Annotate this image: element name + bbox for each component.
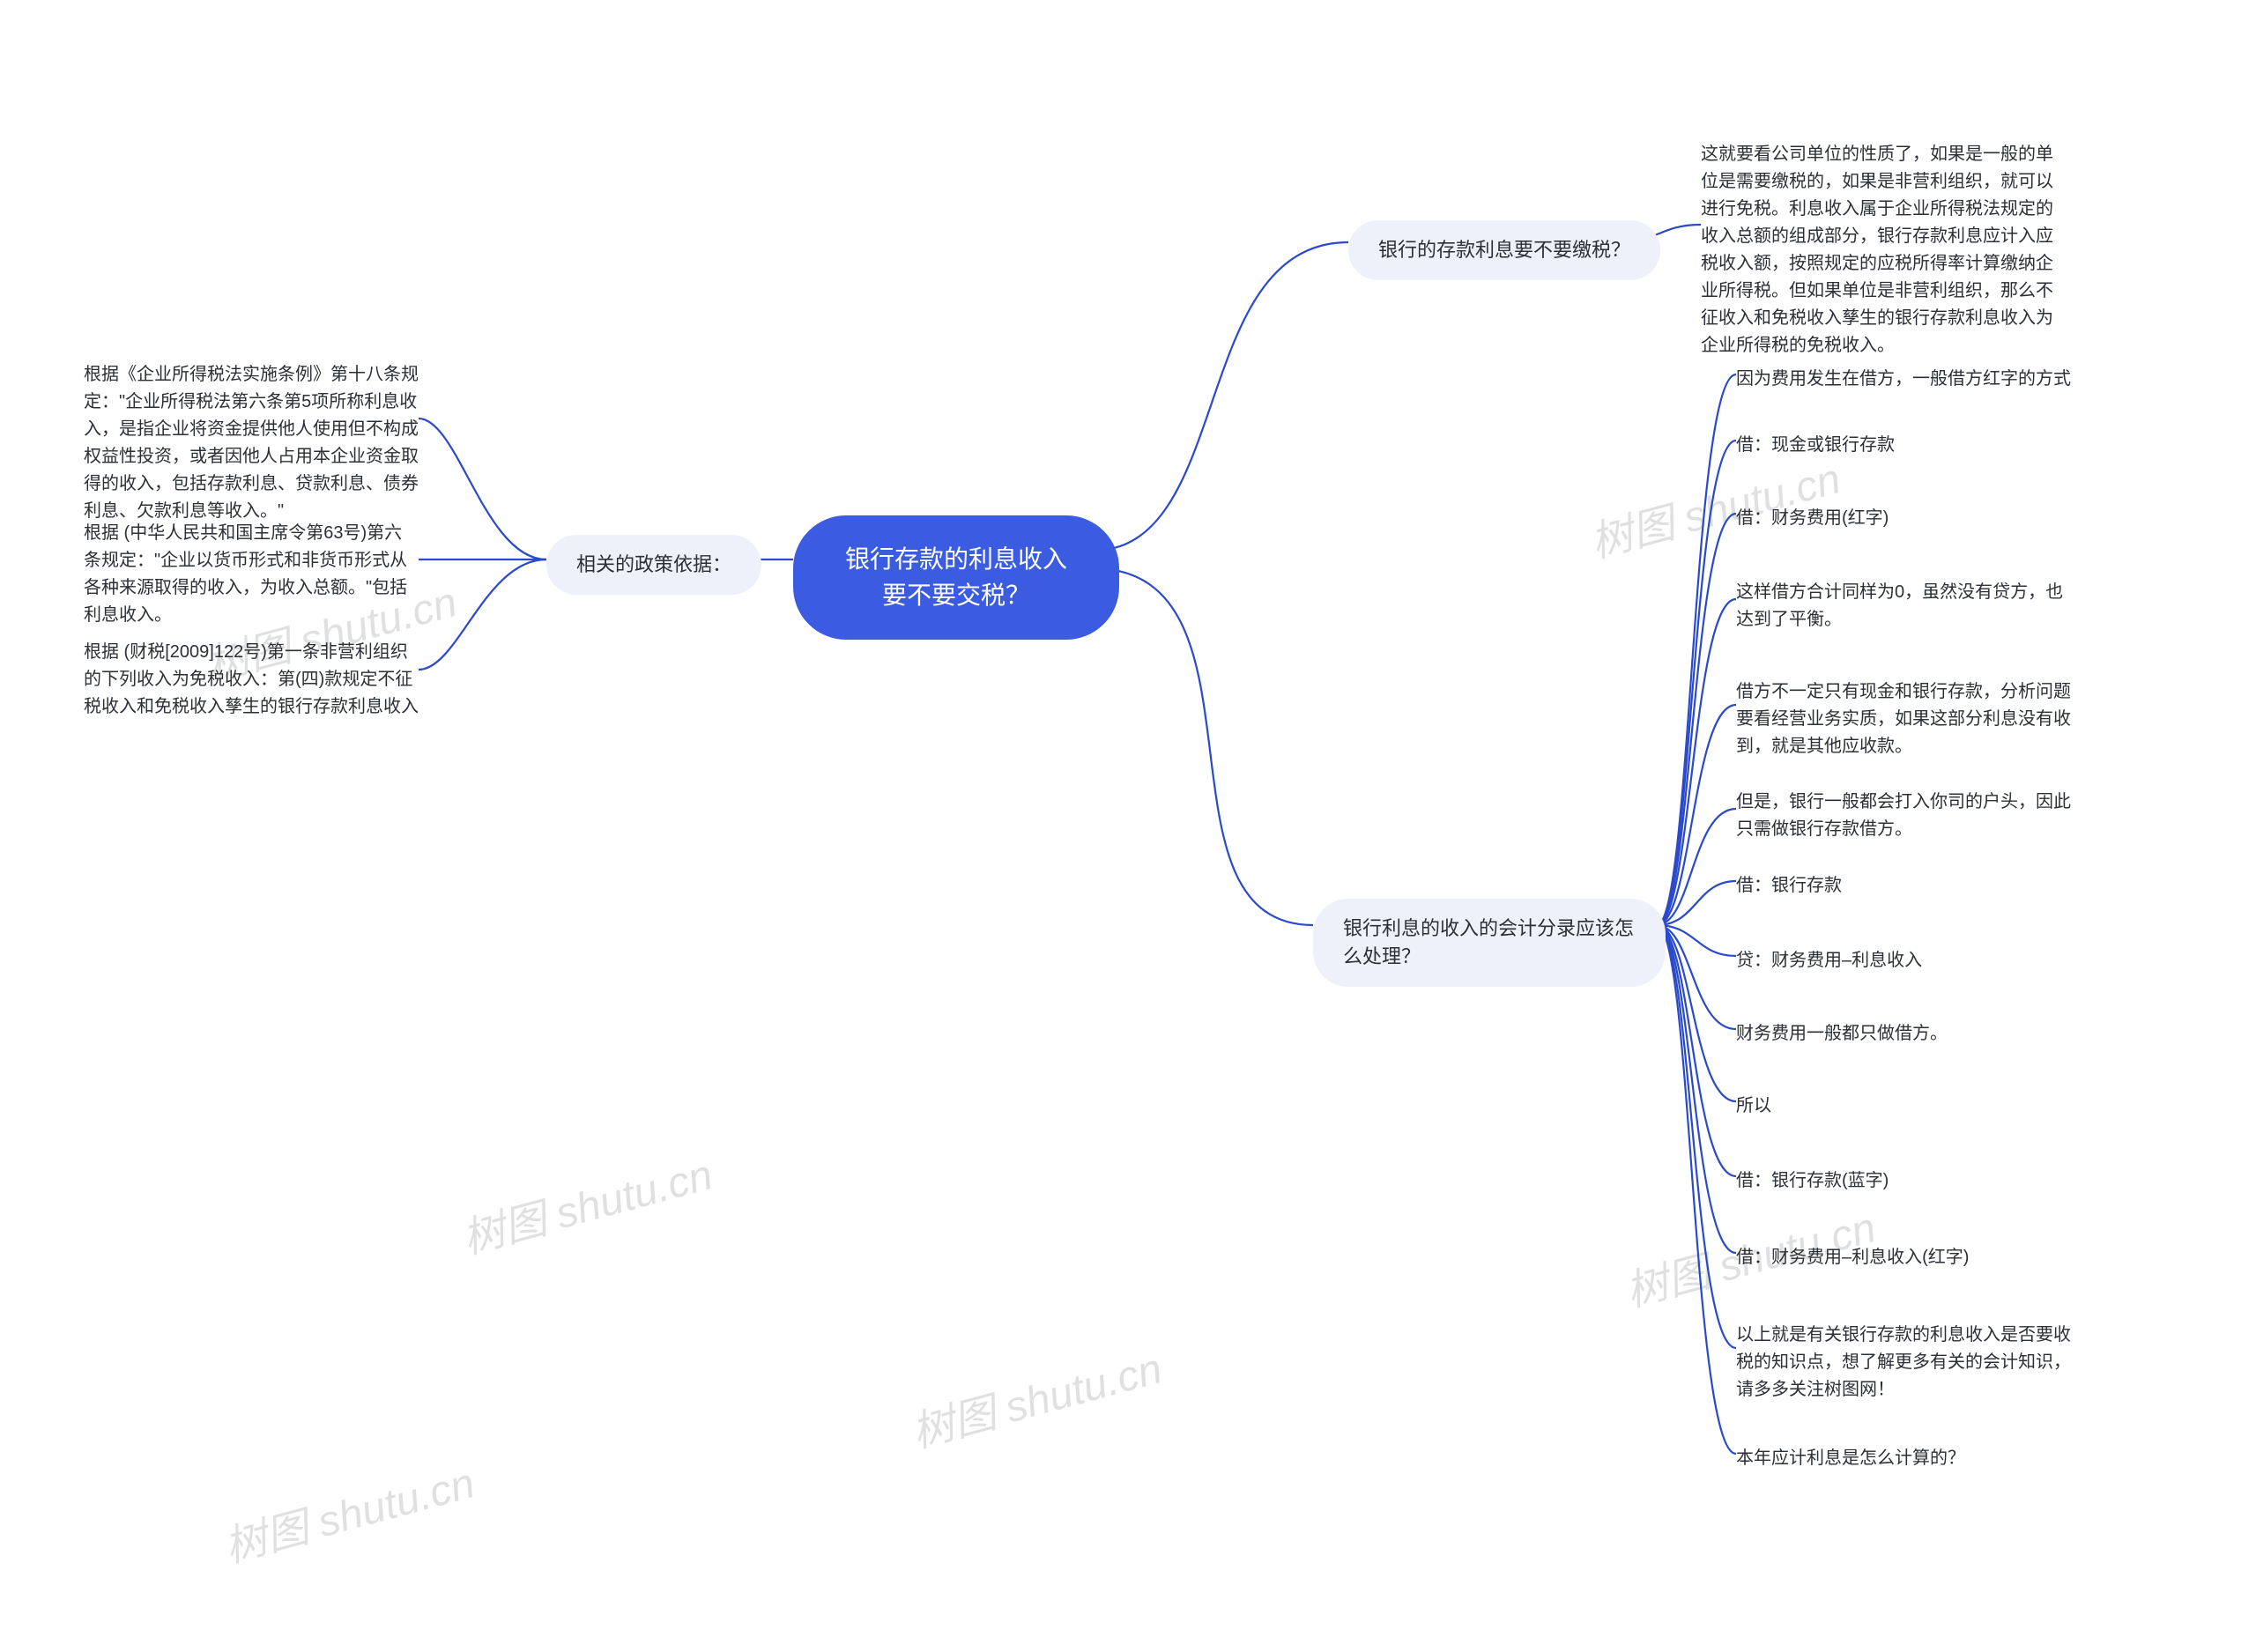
leaf-text: 根据 (中华人民共和国主席令第63号)第六条规定："企业以货币形式和非货币形式从… xyxy=(84,523,407,625)
left-branch[interactable]: 相关的政策依据： xyxy=(546,535,761,595)
leaf-text: 本年应计利息是怎么计算的？ xyxy=(1736,1448,1965,1468)
leaf-text: 但是，银行一般都会打入你司的户头，因此只需做银行存款借方。 xyxy=(1736,792,2071,839)
leaf-text: 这样借方合计同样为0，虽然没有贷方，也达到了平衡。 xyxy=(1736,582,2063,629)
branch-label: 银行利息的收入的会计分录应该怎么处理？ xyxy=(1343,917,1634,967)
leaf-node[interactable]: 但是，银行一般都会打入你司的户头，因此只需做银行存款借方。 xyxy=(1736,789,2071,843)
leaf-text: 根据《企业所得税法实施条例》第十八条规定："企业所得税法第六条第5项所称利息收入… xyxy=(84,365,419,521)
leaf-node[interactable]: 根据 (中华人民共和国主席令第63号)第六条规定："企业以货币形式和非货币形式从… xyxy=(84,520,419,629)
leaf-text: 贷：财务费用–利息收入 xyxy=(1736,951,1922,970)
leaf-node[interactable]: 本年应计利息是怎么计算的？ xyxy=(1736,1445,1965,1472)
right-branch-1[interactable]: 银行的存款利息要不要缴税？ xyxy=(1348,220,1660,280)
leaf-node[interactable]: 这样借方合计同样为0，虽然没有贷方，也达到了平衡。 xyxy=(1736,579,2071,633)
leaf-node[interactable]: 根据《企业所得税法实施条例》第十八条规定："企业所得税法第六条第5项所称利息收入… xyxy=(84,361,419,525)
leaf-node[interactable]: 财务费用一般都只做借方。 xyxy=(1736,1020,1948,1048)
watermark: 树图 shutu.cn xyxy=(904,1334,1168,1460)
leaf-text: 借方不一定只有现金和银行存款，分析问题要看经营业务实质，如果这部分利息没有收到，… xyxy=(1736,682,2071,756)
branch-label: 相关的政策依据： xyxy=(576,553,731,575)
leaf-node[interactable]: 贷：财务费用–利息收入 xyxy=(1736,947,1922,974)
leaf-node[interactable]: 借：财务费用–利息收入(红字) xyxy=(1736,1244,1969,1271)
leaf-text: 借：现金或银行存款 xyxy=(1736,435,1895,455)
leaf-node[interactable]: 借：银行存款(蓝字) xyxy=(1736,1167,1889,1195)
center-node-label: 银行存款的利息收入要不要交税？ xyxy=(842,542,1071,613)
watermark: 树图 shutu.cn xyxy=(217,1448,480,1574)
leaf-text: 借：银行存款(蓝字) xyxy=(1736,1171,1889,1190)
leaf-node[interactable]: 以上就是有关银行存款的利息收入是否要收税的知识点，想了解更多有关的会计知识，请多… xyxy=(1736,1322,2071,1404)
leaf-node[interactable]: 借：财务费用(红字) xyxy=(1736,505,1889,532)
leaf-node[interactable]: 借：银行存款 xyxy=(1736,872,1842,900)
leaf-text: 因为费用发生在借方，一般借方红字的方式 xyxy=(1736,369,2071,389)
right-branch-2[interactable]: 银行利息的收入的会计分录应该怎么处理？ xyxy=(1313,899,1666,987)
watermark: 树图 shutu.cn xyxy=(455,1140,718,1266)
leaf-text: 借：财务费用(红字) xyxy=(1736,508,1889,528)
leaf-text: 所以 xyxy=(1736,1096,1771,1115)
mindmap-canvas: 树图 shutu.cn 树图 shutu.cn 树图 shutu.cn 树图 s… xyxy=(0,0,2256,1652)
leaf-text: 根据 (财税[2009]122号)第一条非营利组织的下列收入为免税收入：第(四)… xyxy=(84,642,419,716)
branch-label: 银行的存款利息要不要缴税？ xyxy=(1378,239,1630,261)
leaf-node[interactable]: 因为费用发生在借方，一般借方红字的方式 xyxy=(1736,366,2071,393)
leaf-text: 财务费用一般都只做借方。 xyxy=(1736,1024,1948,1043)
leaf-node[interactable]: 借方不一定只有现金和银行存款，分析问题要看经营业务实质，如果这部分利息没有收到，… xyxy=(1736,678,2071,760)
leaf-text: 借：银行存款 xyxy=(1736,876,1842,895)
leaf-node[interactable]: 所以 xyxy=(1736,1093,1771,1120)
leaf-text: 借：财务费用–利息收入(红字) xyxy=(1736,1248,1969,1267)
leaf-text: 以上就是有关银行存款的利息收入是否要收税的知识点，想了解更多有关的会计知识，请多… xyxy=(1736,1325,2071,1399)
leaf-node[interactable]: 根据 (财税[2009]122号)第一条非营利组织的下列收入为免税收入：第(四)… xyxy=(84,639,419,721)
center-node[interactable]: 银行存款的利息收入要不要交税？ xyxy=(793,515,1119,640)
leaf-node[interactable]: 借：现金或银行存款 xyxy=(1736,432,1895,459)
leaf-node[interactable]: 这就要看公司单位的性质了，如果是一般的单位是需要缴税的，如果是非营利组织，就可以… xyxy=(1701,141,2053,359)
leaf-text: 这就要看公司单位的性质了，如果是一般的单位是需要缴税的，如果是非营利组织，就可以… xyxy=(1701,144,2053,355)
